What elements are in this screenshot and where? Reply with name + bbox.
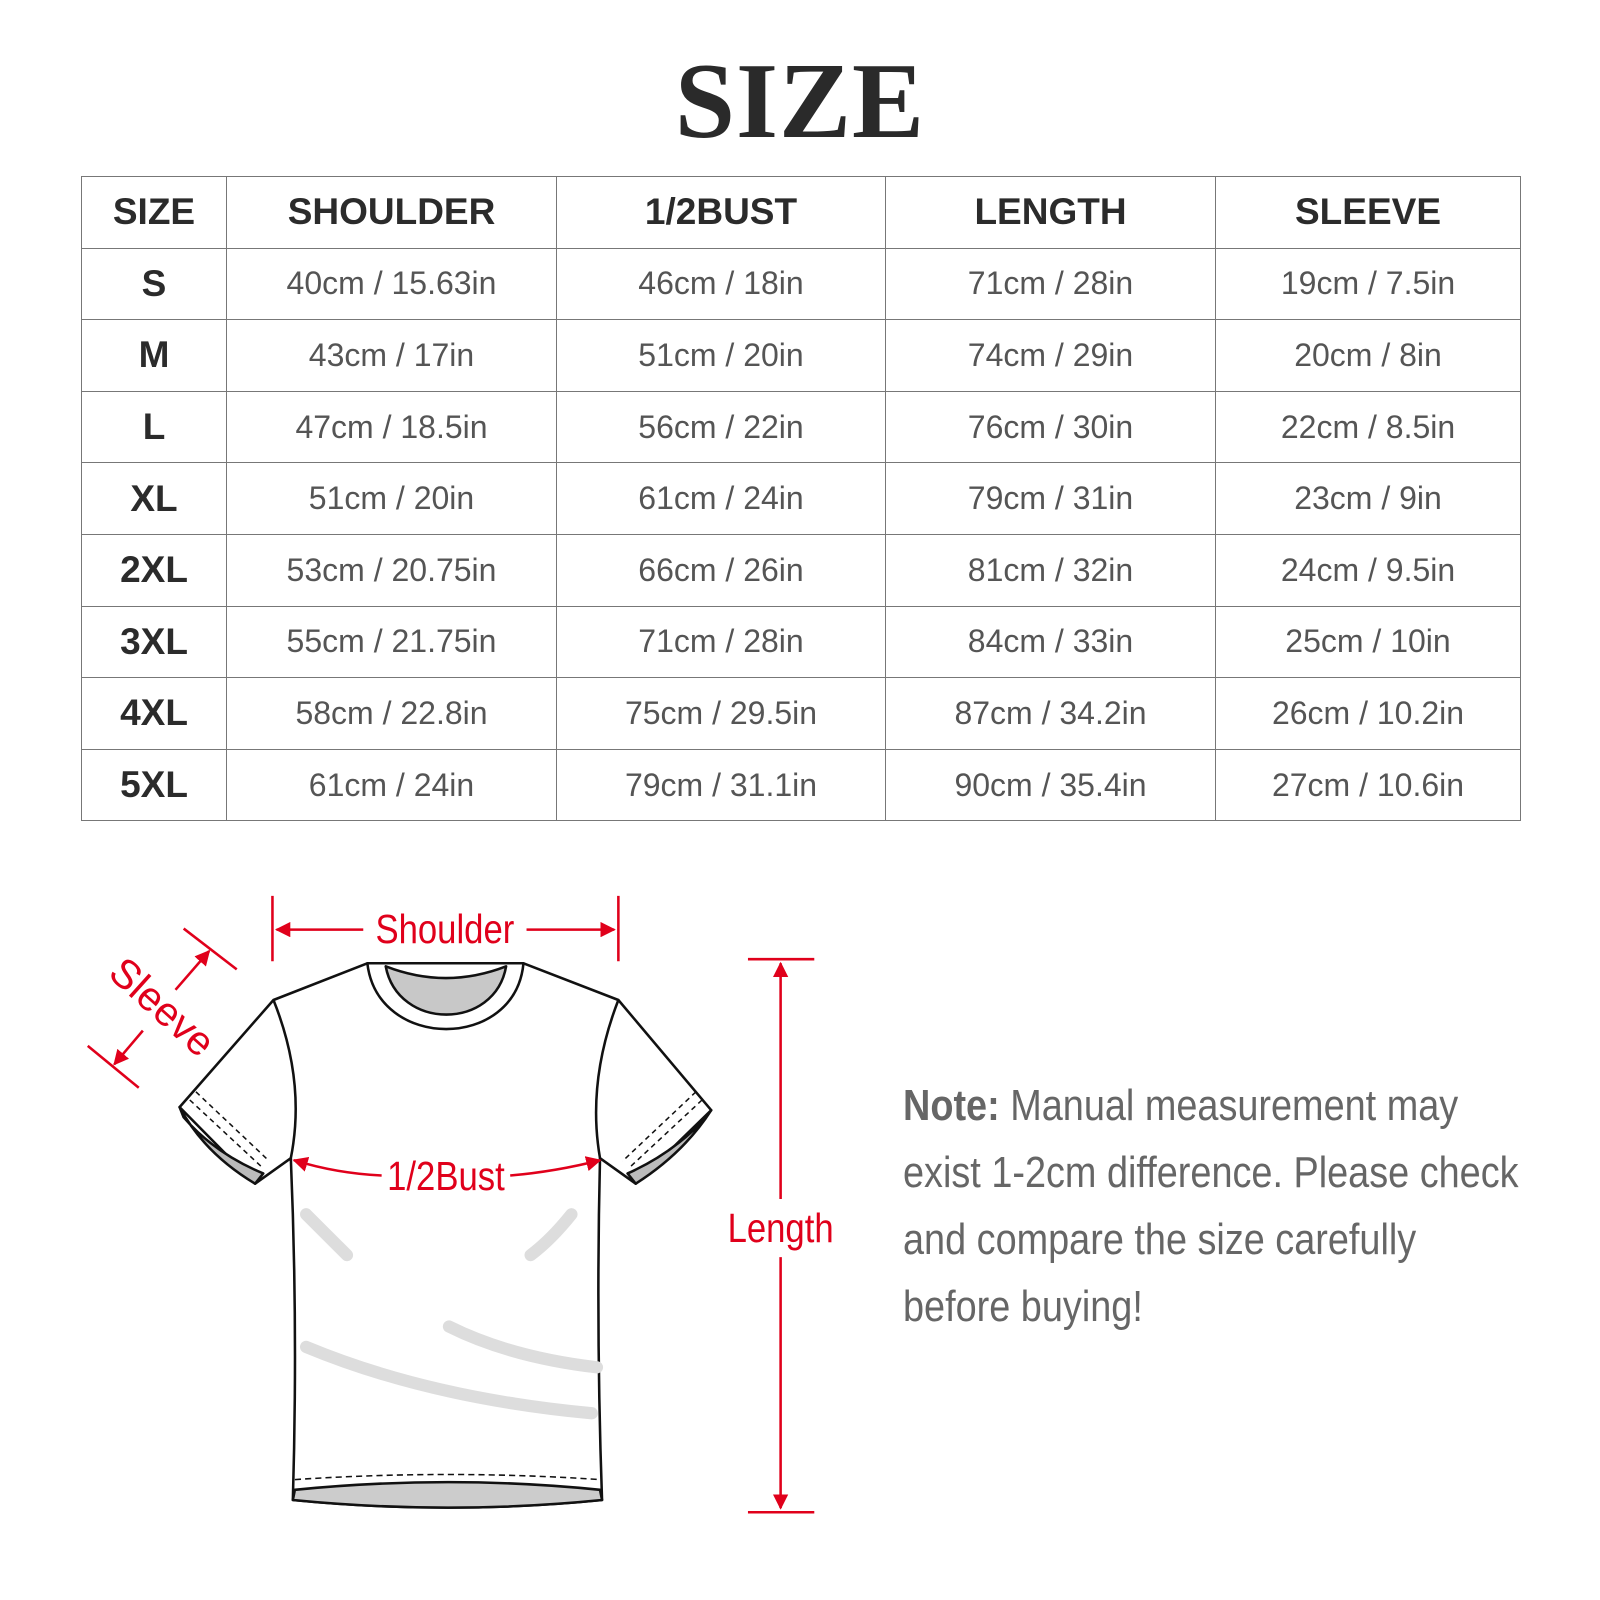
size-cell: 5XL: [81, 748, 227, 822]
size-cell: 3XL: [81, 605, 227, 679]
measurement-cell: 19cm / 7.5in: [1215, 247, 1521, 321]
table-row: S 40cm / 15.63in 46cm / 18in 71cm / 28in 19c…: [81, 247, 1521, 321]
table-row: M 43cm / 17in 51cm / 20in 74cm / 29in 20cm /…: [81, 319, 1521, 392]
measurement-cell: 53cm / 20.75in: [226, 533, 557, 607]
note-label: Note:: [903, 1081, 1000, 1130]
measurement-cell: 79cm / 31.1in: [556, 748, 886, 822]
measurement-cell: 71cm / 28in: [556, 605, 886, 679]
measurement-cell: 58cm / 22.8in: [226, 677, 557, 750]
measurement-cell: 84cm / 33in: [885, 605, 1216, 679]
measurement-cell: 25cm / 10in: [1215, 605, 1521, 679]
measurement-cell: 61cm / 24in: [226, 748, 557, 822]
bust-label: 1/2Bust: [387, 1154, 505, 1199]
measurement-cell: 66cm / 26in: [556, 533, 886, 607]
measurement-cell: 40cm / 15.63in: [226, 247, 557, 321]
measurement-cell: 56cm / 22in: [556, 390, 886, 464]
table-row: 4XL 58cm / 22.8in 75cm / 29.5in 87cm / 34.2…: [81, 677, 1521, 750]
measurement-cell: 46cm / 18in: [556, 247, 886, 321]
measure-lines: [86, 895, 815, 1514]
measurement-cell: 76cm / 30in: [885, 390, 1216, 464]
note-body: Manual measurement may exist 1-2cm diffe…: [903, 1081, 1519, 1331]
table-row: 3XL 55cm / 21.75in 71cm / 28in 84cm / 33in 2…: [81, 605, 1521, 679]
note-text: Note: Manual measurement may exist 1-2cm…: [903, 1072, 1522, 1340]
measurement-cell: 27cm / 10.6in: [1215, 748, 1521, 822]
measurement-cell: 51cm / 20in: [226, 462, 557, 535]
size-cell: 4XL: [81, 677, 227, 750]
header-size: SIZE: [81, 176, 227, 249]
measurement-cell: 43cm / 17in: [226, 319, 557, 392]
header-bust: 1/2BUST: [556, 176, 886, 249]
measurement-cell: 61cm / 24in: [556, 462, 886, 535]
table-row: 2XL 53cm / 20.75in 66cm / 26in 81cm / 32in 2…: [81, 533, 1521, 607]
sleeve-label: Sleeve: [101, 948, 224, 1066]
measurement-cell: 24cm / 9.5in: [1215, 533, 1521, 607]
size-cell: L: [81, 390, 227, 464]
table-row: XL 51cm / 20in 61cm / 24in 79cm / 31in 23cm …: [81, 462, 1521, 535]
shoulder-label: Shoulder: [375, 907, 514, 952]
measurement-cell: 23cm / 9in: [1215, 462, 1521, 535]
header-sleeve: SLEEVE: [1215, 176, 1521, 249]
tshirt-icon: [178, 961, 713, 1509]
table-row: L 47cm / 18.5in 56cm / 22in 76cm / 30in 22cm…: [81, 390, 1521, 464]
header-length: LENGTH: [885, 176, 1216, 249]
measurement-cell: 74cm / 29in: [885, 319, 1216, 392]
measurement-cell: 22cm / 8.5in: [1215, 390, 1521, 464]
measurement-cell: 26cm / 10.2in: [1215, 677, 1521, 750]
measurement-cell: 71cm / 28in: [885, 247, 1216, 321]
page-title: SIZE: [674, 42, 926, 161]
measurement-cell: 75cm / 29.5in: [556, 677, 886, 750]
size-cell: S: [81, 247, 227, 321]
measurement-cell: 55cm / 21.75in: [226, 605, 557, 679]
size-table: SIZE SHOULDER 1/2BUST LENGTH SLEEVE S 40c…: [81, 176, 1521, 822]
size-cell: XL: [81, 462, 227, 535]
table-header-row: SIZE SHOULDER 1/2BUST LENGTH SLEEVE: [81, 176, 1521, 249]
length-label: Length: [728, 1206, 834, 1251]
table-row: 5XL 61cm / 24in 79cm / 31.1in 90cm / 35.4in…: [81, 748, 1521, 822]
measurement-cell: 81cm / 32in: [885, 533, 1216, 607]
size-cell: M: [81, 319, 227, 392]
measurement-cell: 90cm / 35.4in: [885, 748, 1216, 822]
measurement-cell: 20cm / 8in: [1215, 319, 1521, 392]
